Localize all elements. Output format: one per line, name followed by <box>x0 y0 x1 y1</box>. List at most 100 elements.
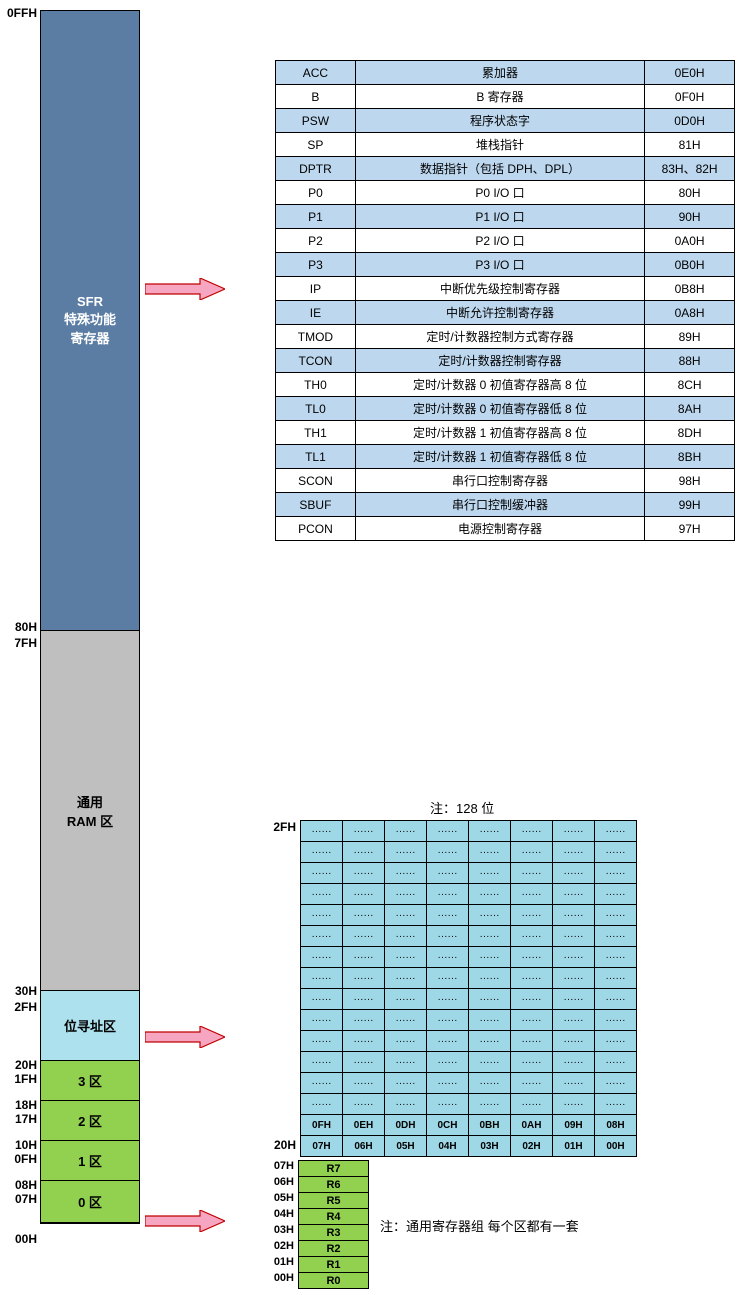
bit-cell: ······ <box>427 1094 469 1115</box>
bit-cell: 02H <box>511 1136 553 1157</box>
bit-cell: ······ <box>469 1031 511 1052</box>
bit-row: ········································… <box>301 884 637 905</box>
table-cell: TH0 <box>276 373 356 397</box>
memory-block: 3 区 <box>41 1061 139 1101</box>
bit-cell: ······ <box>343 863 385 884</box>
register-row: R3 <box>299 1225 369 1241</box>
bit-cell: ······ <box>553 842 595 863</box>
bit-row: ········································… <box>301 905 637 926</box>
bit-cell: ······ <box>427 1031 469 1052</box>
bit-cell: ······ <box>553 821 595 842</box>
bit-cell: ······ <box>301 989 343 1010</box>
table-cell: 8DH <box>645 421 735 445</box>
bit-cell: ······ <box>427 989 469 1010</box>
register-cell: R4 <box>299 1209 369 1225</box>
bit-grid-bottom-label: 20H <box>266 1138 296 1152</box>
bit-cell: ······ <box>511 1094 553 1115</box>
bit-cell: ······ <box>427 968 469 989</box>
bit-cell: ······ <box>511 884 553 905</box>
bit-cell: ······ <box>385 884 427 905</box>
bit-cell: ······ <box>427 884 469 905</box>
register-row: R2 <box>299 1241 369 1257</box>
table-cell: 堆栈指针 <box>355 133 644 157</box>
table-row: P2P2 I/O 口0A0H <box>276 229 735 253</box>
bit-cell: ······ <box>553 1010 595 1031</box>
bit-cell: ······ <box>553 1073 595 1094</box>
address-label: 10H <box>2 1138 37 1152</box>
bit-row: 0FH0EH0DH0CH0BH0AH09H08H <box>301 1115 637 1136</box>
bit-row: ········································… <box>301 1031 637 1052</box>
bit-cell: ······ <box>595 1094 637 1115</box>
bit-cell: 0EH <box>343 1115 385 1136</box>
table-cell: 0B8H <box>645 277 735 301</box>
bit-cell: ······ <box>343 968 385 989</box>
table-cell: 中断优先级控制寄存器 <box>355 277 644 301</box>
table-cell: 定时/计数器 0 初值寄存器高 8 位 <box>355 373 644 397</box>
table-row: TMOD定时/计数器控制方式寄存器89H <box>276 325 735 349</box>
table-cell: P2 I/O 口 <box>355 229 644 253</box>
register-bank-note: 注：通用寄存器组 每个区都有一套 <box>380 1216 579 1235</box>
bit-cell: ······ <box>553 1094 595 1115</box>
table-cell: 89H <box>645 325 735 349</box>
table-cell: P2 <box>276 229 356 253</box>
bit-cell: ······ <box>343 947 385 968</box>
bit-cell: ······ <box>427 1073 469 1094</box>
register-cell: R5 <box>299 1193 369 1209</box>
register-bank-table: R7R6R5R4R3R2R1R0 <box>298 1160 369 1289</box>
register-row: R4 <box>299 1209 369 1225</box>
table-cell: 累加器 <box>355 61 644 85</box>
bit-cell: ······ <box>469 1094 511 1115</box>
table-cell: DPTR <box>276 157 356 181</box>
table-cell: 99H <box>645 493 735 517</box>
bit-cell: ······ <box>385 947 427 968</box>
table-cell: 80H <box>645 181 735 205</box>
bit-cell: ······ <box>343 905 385 926</box>
table-cell: IE <box>276 301 356 325</box>
register-cell: R3 <box>299 1225 369 1241</box>
bit-cell: ······ <box>427 1052 469 1073</box>
bit-cell: ······ <box>385 968 427 989</box>
bit-cell: ······ <box>385 821 427 842</box>
bit-cell: ······ <box>343 842 385 863</box>
bit-cell: 09H <box>553 1115 595 1136</box>
bit-cell: ······ <box>385 1052 427 1073</box>
bit-cell: 06H <box>343 1136 385 1157</box>
table-cell: P0 I/O 口 <box>355 181 644 205</box>
bit-cell: ······ <box>343 1073 385 1094</box>
bit-cell: 0AH <box>511 1115 553 1136</box>
bit-cell: ······ <box>301 884 343 905</box>
memory-block: 1 区 <box>41 1141 139 1181</box>
bit-cell: ······ <box>469 947 511 968</box>
bit-cell: ······ <box>469 1010 511 1031</box>
bit-row: ········································… <box>301 1094 637 1115</box>
bit-cell: ······ <box>301 926 343 947</box>
register-cell: R2 <box>299 1241 369 1257</box>
bit-cell: ······ <box>343 1052 385 1073</box>
bit-cell: ······ <box>553 968 595 989</box>
bit-cell: ······ <box>385 905 427 926</box>
register-address-label: 05H <box>264 1192 294 1204</box>
bit-cell: ······ <box>469 968 511 989</box>
table-cell: 数据指针（包括 DPH、DPL） <box>355 157 644 181</box>
table-cell: 8AH <box>645 397 735 421</box>
address-label: 00H <box>2 1232 37 1246</box>
table-cell: TCON <box>276 349 356 373</box>
bit-cell: ······ <box>385 989 427 1010</box>
table-cell: 0B0H <box>645 253 735 277</box>
register-row: R7 <box>299 1161 369 1177</box>
bit-cell: ······ <box>385 926 427 947</box>
address-label: 80H <box>2 620 37 634</box>
table-cell: 中断允许控制寄存器 <box>355 301 644 325</box>
table-cell: 88H <box>645 349 735 373</box>
bit-cell: ······ <box>595 1052 637 1073</box>
bit-cell: ······ <box>469 821 511 842</box>
table-cell: P1 I/O 口 <box>355 205 644 229</box>
table-cell: TH1 <box>276 421 356 445</box>
table-row: P1P1 I/O 口90H <box>276 205 735 229</box>
table-cell: TMOD <box>276 325 356 349</box>
table-row: DPTR数据指针（包括 DPH、DPL）83H、82H <box>276 157 735 181</box>
table-row: TL1定时/计数器 1 初值寄存器低 8 位8BH <box>276 445 735 469</box>
table-cell: P1 <box>276 205 356 229</box>
register-row: R0 <box>299 1273 369 1289</box>
table-cell: 8CH <box>645 373 735 397</box>
